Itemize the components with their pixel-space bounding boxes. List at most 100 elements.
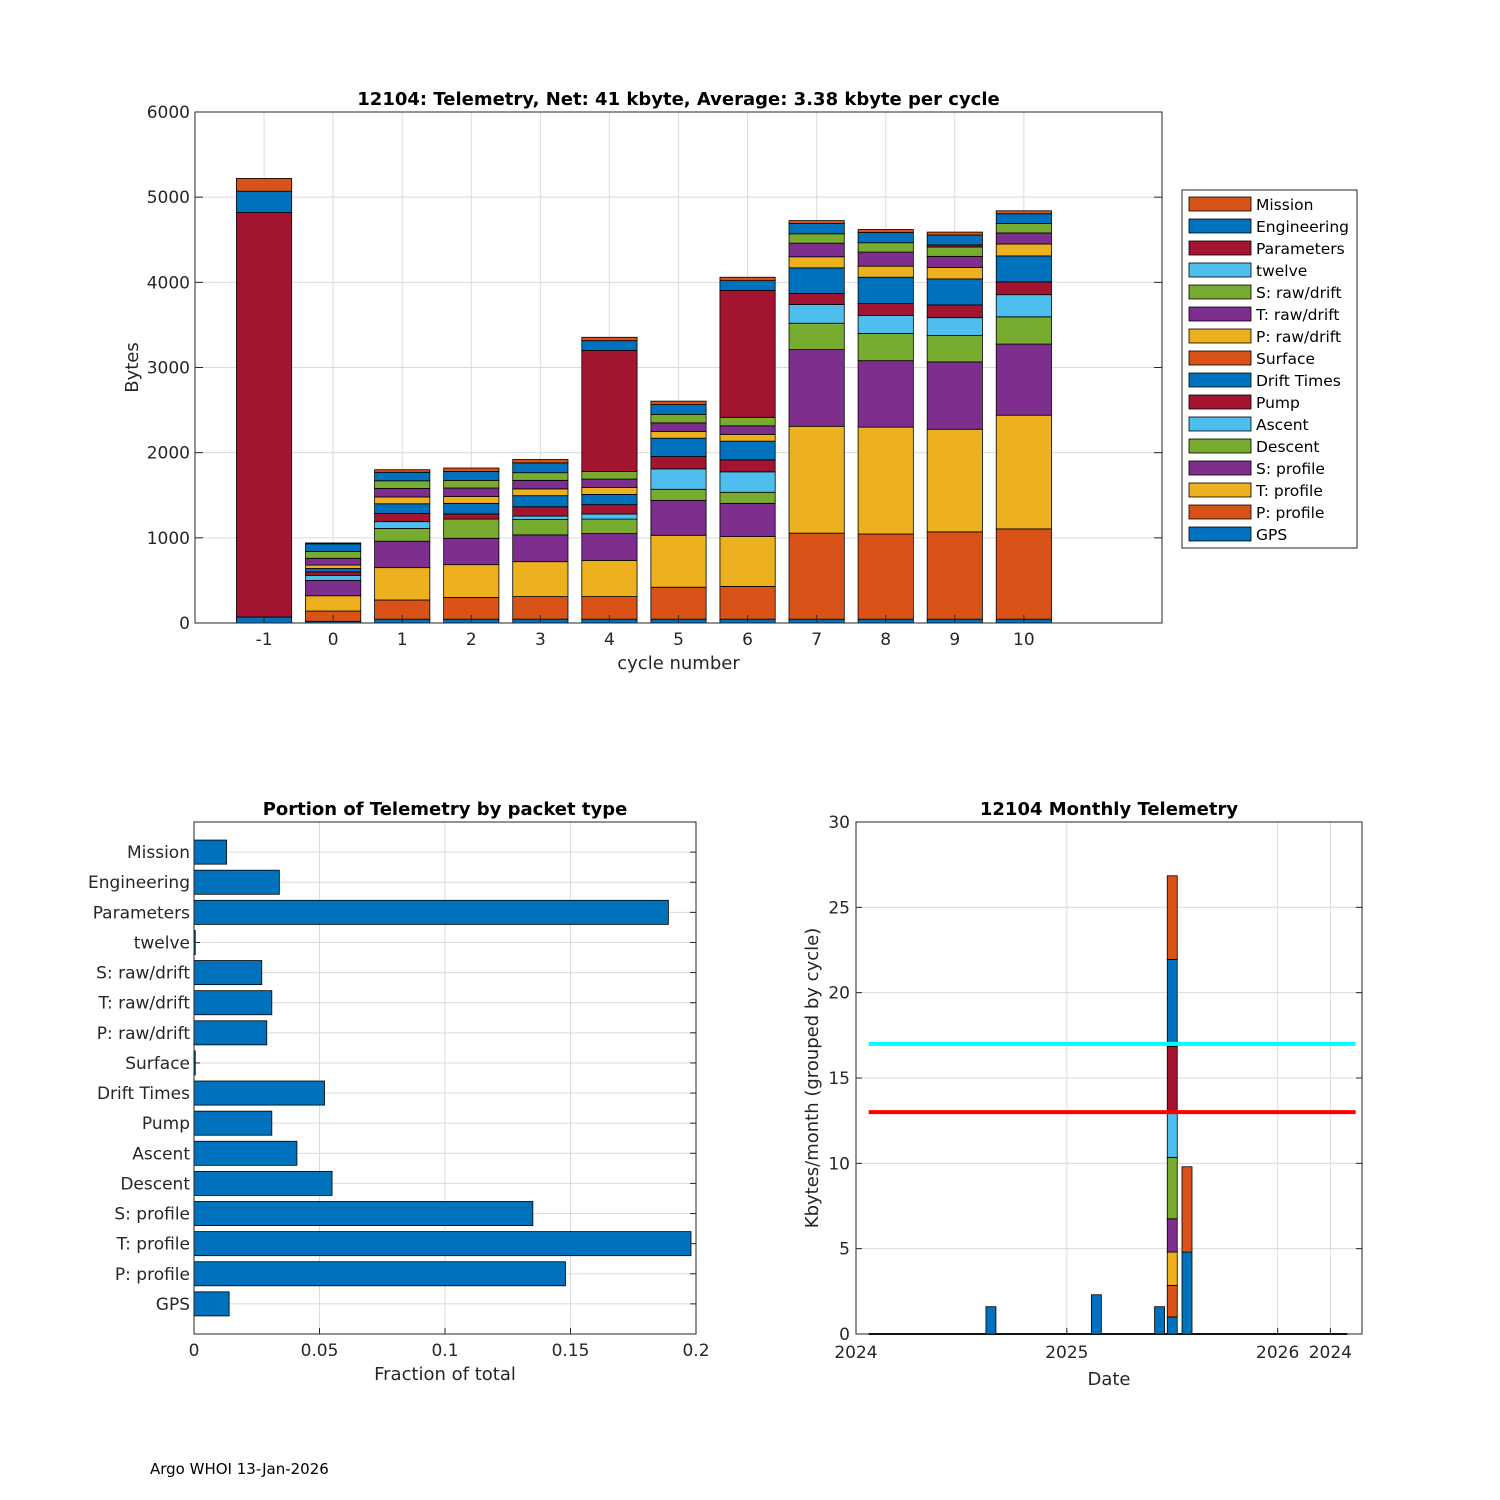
bar-segment xyxy=(1166,1316,1178,1335)
bar-segment xyxy=(581,471,638,480)
bar-segment xyxy=(857,265,914,278)
bar-segment xyxy=(512,472,569,481)
bar-segment xyxy=(512,515,569,520)
legend-swatch xyxy=(1188,262,1252,278)
y-tick-label: Descent xyxy=(120,1174,190,1194)
x-tick-label: 1 xyxy=(397,630,408,650)
legend-entry: Engineering xyxy=(1256,218,1349,236)
legend-entry: P: raw/drift xyxy=(1256,328,1341,346)
bar-segment xyxy=(788,220,845,224)
bar-segment xyxy=(857,533,914,620)
y-tick-label: 20 xyxy=(828,984,850,1004)
bar xyxy=(193,1140,298,1166)
bar-segment xyxy=(650,456,707,470)
bar-segment xyxy=(788,425,845,534)
bar-segment xyxy=(374,503,431,514)
y-tick-label: Pump xyxy=(142,1114,190,1134)
x-tick-label: 6 xyxy=(742,630,753,650)
bar-segment xyxy=(857,360,914,428)
x-tick-label: 2026 xyxy=(1256,1343,1299,1363)
bar-segment xyxy=(926,278,983,306)
bar-segment xyxy=(995,243,1052,257)
bar xyxy=(193,1261,566,1287)
bar-segment xyxy=(926,317,983,336)
bar-segment xyxy=(512,495,569,508)
bar-segment xyxy=(719,471,776,493)
bar xyxy=(193,990,273,1016)
y-tick-label: P: raw/drift xyxy=(97,1024,191,1044)
bar-segment xyxy=(719,276,776,282)
bar-segment xyxy=(985,1306,997,1335)
y-tick-label: 0 xyxy=(179,614,190,634)
x-tick-label: 3 xyxy=(535,630,546,650)
x-tick-label: 0 xyxy=(328,630,339,650)
bar-segment xyxy=(1166,1156,1178,1220)
legend-swatch xyxy=(1188,218,1252,234)
x-tick-label: 5 xyxy=(673,630,684,650)
bar-segment xyxy=(1181,1166,1193,1253)
bar-segment xyxy=(926,428,983,533)
bar-segment xyxy=(719,459,776,473)
bar-segment xyxy=(1154,1306,1165,1335)
legend-swatch xyxy=(1188,350,1252,366)
bar-segment xyxy=(995,281,1052,296)
legend-entry: Pump xyxy=(1256,394,1300,412)
legend-entry: GPS xyxy=(1256,526,1287,544)
bar xyxy=(193,1231,692,1257)
x-tick-label: -1 xyxy=(256,630,273,650)
bar-segment xyxy=(581,350,638,472)
bar-segment xyxy=(926,231,983,236)
bar xyxy=(193,899,669,925)
x-axis-label: Date xyxy=(1087,1369,1130,1390)
bar-segment xyxy=(650,404,707,415)
x-tick-label: 0.1 xyxy=(431,1341,458,1361)
y-tick-label: 15 xyxy=(828,1069,850,1089)
legend-entry: Drift Times xyxy=(1256,372,1341,390)
bar-segment xyxy=(374,513,431,523)
x-tick-label: 2024 xyxy=(1309,1343,1352,1363)
bar-segment xyxy=(443,471,500,481)
bar xyxy=(193,1110,273,1136)
y-tick-label: Engineering xyxy=(88,873,190,893)
bar xyxy=(193,869,280,895)
bar-segment xyxy=(374,528,431,542)
bar xyxy=(193,960,263,986)
bar-segment xyxy=(995,294,1052,318)
legend-swatch xyxy=(1188,460,1252,476)
bar-segment xyxy=(857,426,914,535)
bar-segment xyxy=(650,499,707,536)
y-tick-label: 6000 xyxy=(147,103,190,123)
bar-segment xyxy=(719,585,776,620)
packet-fraction-chart: 0 0.05 0.1 0.15 0.2 GPS P: profile T: profile S:… xyxy=(88,799,710,1385)
bar-segment xyxy=(443,467,500,472)
legend-entry: S: profile xyxy=(1256,460,1325,478)
bar-segment xyxy=(788,256,845,269)
x-tick-label: 9 xyxy=(949,630,960,650)
x-tick-label: 7 xyxy=(811,630,822,650)
bar-segment xyxy=(1181,1251,1193,1335)
bar-segment xyxy=(926,234,983,246)
legend-entry: T: raw/drift xyxy=(1255,306,1339,324)
bar-segment xyxy=(512,519,569,536)
bar-segment xyxy=(926,304,983,319)
legend-swatch xyxy=(1188,372,1252,388)
bar-segment xyxy=(650,400,707,405)
chart-title: Portion of Telemetry by packet type xyxy=(263,799,628,820)
legend-swatch xyxy=(1188,240,1252,256)
bar xyxy=(193,1201,534,1226)
bar-segment xyxy=(650,413,707,424)
bar-segment xyxy=(374,521,431,529)
x-tick-label: 2 xyxy=(466,630,477,650)
bar-segment xyxy=(374,567,431,601)
legend-swatch xyxy=(1188,306,1252,322)
legend-swatch xyxy=(1188,284,1252,300)
bar-segment xyxy=(788,233,845,244)
bar-segment xyxy=(1166,875,1178,960)
y-tick-label: Parameters xyxy=(93,903,190,923)
bar-segment xyxy=(1166,1046,1178,1112)
legend-entry: Mission xyxy=(1256,196,1313,214)
bar-segment xyxy=(374,480,431,489)
y-tick-label: Ascent xyxy=(132,1144,190,1164)
bar-segment xyxy=(443,496,500,504)
